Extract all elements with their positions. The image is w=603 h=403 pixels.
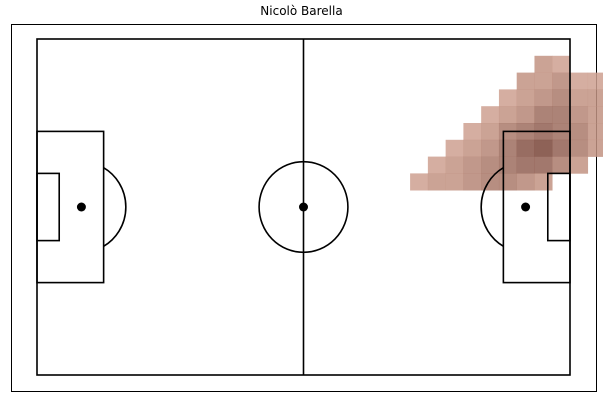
heat-layer [410,55,603,191]
right-penalty-spot [521,202,531,212]
heat-cell [498,173,517,191]
heat-cell [481,156,500,174]
heat-cell [534,55,553,73]
heat-cell [445,139,464,157]
heat-cell [552,55,571,73]
heat-cell [552,139,571,157]
heat-cell [427,156,446,174]
heat-cell [445,156,464,174]
heat-cell [516,173,535,191]
heat-cell [481,139,500,157]
left-penalty-area [36,130,105,284]
heat-cell [570,139,589,157]
chart-title: Nicolò Barella [260,4,343,18]
heat-cell [498,89,517,107]
heat-cell [587,106,603,124]
centre-spot [299,202,308,212]
heat-cell [463,123,482,141]
heat-cell [498,156,517,174]
heat-cell [410,173,429,191]
right-six-yard-box [546,172,571,242]
pitch-lines [36,38,571,376]
heat-cell [587,139,603,157]
axes-frame [11,24,597,392]
heat-cell [552,72,571,90]
heat-cell [552,156,571,174]
left-penalty-spot [76,202,86,212]
left-penalty-arc [103,167,127,247]
heat-cell [445,173,464,191]
heat-cell [570,123,589,141]
heat-cell [498,106,517,124]
heat-cell [516,72,535,90]
heat-cell [534,139,553,157]
heat-cell [481,123,500,141]
heat-cell [534,156,553,174]
heat-cell [534,72,553,90]
heat-cell [534,89,553,107]
heat-cell [587,123,603,141]
left-six-yard-box [36,172,61,242]
heat-cell [587,89,603,107]
heat-cell [463,139,482,157]
heat-cell [516,156,535,174]
right-penalty-arc [480,167,504,247]
heat-cell [534,173,553,191]
heat-cell [516,139,535,157]
centre-circle [258,160,349,254]
heat-cell [427,173,446,191]
heat-cell [570,106,589,124]
heat-cell [481,173,500,191]
heat-cell [516,106,535,124]
heat-cell [463,173,482,191]
heat-cell [570,156,589,174]
heat-cell [552,89,571,107]
heat-cell [552,106,571,124]
heat-cell [534,106,553,124]
heat-cell [498,139,517,157]
heat-cell [481,106,500,124]
heat-cell [587,72,603,90]
heat-cell [463,156,482,174]
heat-cell [570,89,589,107]
heat-cell [570,72,589,90]
heat-cell [516,89,535,107]
